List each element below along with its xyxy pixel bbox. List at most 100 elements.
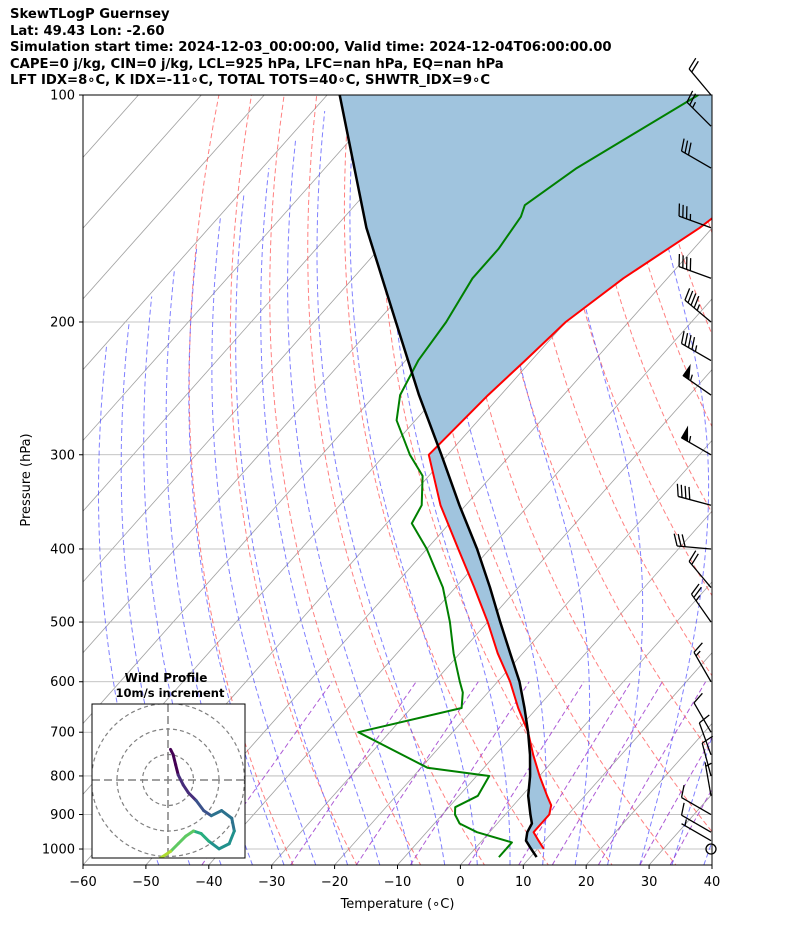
hodograph-segment <box>199 832 211 843</box>
wind-barb <box>680 138 712 169</box>
x-tick-label: −60 <box>69 875 96 890</box>
mixing-ratio-line <box>468 681 585 865</box>
y-tick-label: 500 <box>50 616 75 631</box>
moist-adiabat <box>767 78 794 865</box>
x-axis: −60 −50 −40 −30 −20 −10 0 10 20 30 40 <box>69 865 720 890</box>
hodograph-segment <box>217 842 231 851</box>
hodograph-segment <box>202 809 213 818</box>
x-tick-label: −20 <box>321 875 348 890</box>
wind-barb <box>698 714 712 756</box>
hodograph-segment <box>230 816 236 833</box>
wind-barb <box>680 784 712 816</box>
moist-adiabat <box>211 216 317 865</box>
dry-adiabat <box>479 95 712 755</box>
hodograph-segment <box>227 829 236 846</box>
chart-title: SkewTLogP Guernsey <box>10 7 170 22</box>
y-tick-label: 700 <box>50 726 75 741</box>
y-tick-label: 200 <box>50 315 75 330</box>
mixing-ratio-line <box>201 681 333 865</box>
x-axis-label: Temperature (∘C) <box>340 897 455 912</box>
moist-adiabat <box>671 734 712 865</box>
wind-barb <box>676 483 712 506</box>
wind-barb <box>690 583 712 623</box>
dewpoint-line <box>357 95 699 858</box>
y-tick-label: 300 <box>50 448 75 463</box>
hodograph-segment <box>194 798 206 813</box>
wind-barb <box>701 735 714 777</box>
moist-adiabat <box>316 110 446 865</box>
wind-barb <box>693 642 712 683</box>
dry-adiabat <box>343 95 549 865</box>
moist-adiabat <box>483 95 591 865</box>
wind-barb <box>673 533 712 550</box>
dry-adiabat <box>446 95 712 833</box>
hodograph-subtitle: 10m/s increment <box>116 686 225 700</box>
dry-adiabat <box>269 95 422 865</box>
wind-barb <box>678 203 712 229</box>
isotherm <box>145 227 712 865</box>
y-tick-label: 400 <box>50 542 75 557</box>
chart-header: SkewTLogP Guernsey Lat: 49.43 Lon: -2.60… <box>10 7 612 90</box>
wind-barb <box>688 550 712 588</box>
wind-barb <box>680 331 712 362</box>
profile-lines <box>338 95 712 858</box>
isotherm <box>83 95 328 371</box>
wind-barb <box>688 57 712 96</box>
indices-line: LFT IDX=8∘C, K IDX=-11∘C, TOTAL TOTS=40∘… <box>10 73 491 88</box>
wind-barb <box>686 90 712 127</box>
wind-barbs <box>673 57 717 855</box>
isotherm <box>761 60 794 880</box>
isotherm <box>459 581 712 865</box>
isotherm <box>208 298 712 865</box>
hodograph-segment <box>171 753 178 767</box>
x-tick-label: −30 <box>258 875 285 890</box>
hodograph-segment <box>209 809 224 818</box>
isotherm <box>585 722 712 865</box>
y-tick-label: 800 <box>50 769 75 784</box>
dry-adiabat <box>707 95 712 116</box>
x-tick-label: −40 <box>195 875 222 890</box>
hodograph-title: Wind Profile <box>125 671 208 685</box>
moist-adiabat <box>636 95 710 865</box>
x-tick-label: −50 <box>132 875 159 890</box>
x-tick-label: 40 <box>704 875 721 890</box>
wind-barb <box>680 425 712 456</box>
moist-adiabat <box>387 95 511 865</box>
hodograph-segment <box>161 849 173 858</box>
moist-adiabat <box>703 840 712 865</box>
x-tick-label: 10 <box>515 875 532 890</box>
moist-adiabat <box>287 140 413 865</box>
hodograph-segment <box>184 829 195 838</box>
hodograph-segment <box>169 842 180 853</box>
x-tick-label: 0 <box>456 875 464 890</box>
mixing-ratio-line <box>551 681 663 865</box>
y-axis: 1000 900 800 700 600 500 400 300 200 100 <box>42 89 83 858</box>
moist-adiabat <box>260 168 381 865</box>
moist-adiabat <box>349 95 478 865</box>
dry-adiabat <box>740 95 794 880</box>
time-line: Simulation start time: 2024-12-03_00:00:… <box>10 40 612 55</box>
x-tick-label: 20 <box>578 875 595 890</box>
dry-adiabat <box>188 95 294 865</box>
isotherm <box>711 864 712 865</box>
wind-barb <box>693 692 712 733</box>
wind-barb <box>682 363 712 396</box>
location-line: Lat: 49.43 Lon: -2.60 <box>10 23 165 39</box>
dry-adiabat <box>773 95 794 880</box>
wind-barb <box>705 843 717 855</box>
hodograph-segment <box>186 791 198 802</box>
mixing-ratio-line <box>597 681 707 865</box>
isotherm <box>83 95 391 442</box>
dry-adiabat <box>576 95 712 514</box>
wind-barb <box>684 288 712 323</box>
y-tick-label: 100 <box>50 89 75 104</box>
dry-adiabat <box>544 95 712 597</box>
hodograph-segment <box>176 773 185 787</box>
isotherm <box>396 510 712 865</box>
hodograph-segment <box>143 867 148 872</box>
moist-adiabat <box>549 95 644 865</box>
isotherm <box>334 439 712 865</box>
dry-adiabat <box>307 95 486 865</box>
parcel-path <box>338 95 538 858</box>
